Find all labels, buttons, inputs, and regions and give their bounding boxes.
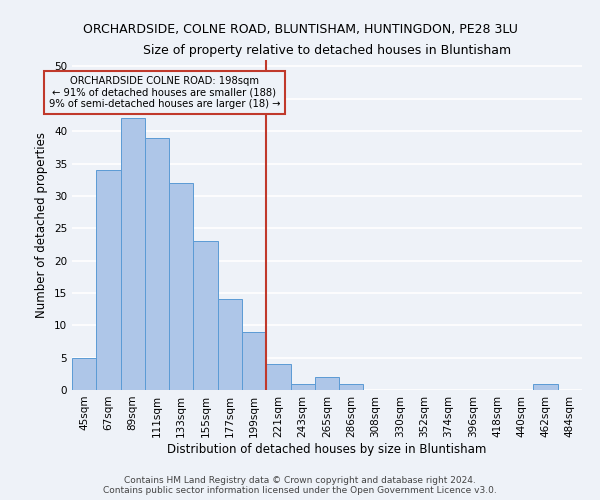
Bar (169, 183, 193, 390)
Bar (242, 332, 266, 390)
X-axis label: Distribution of detached houses by size in Bluntisham: Distribution of detached houses by size … (167, 442, 487, 456)
Bar (145, 138, 169, 390)
Bar (218, 300, 242, 390)
Bar (290, 384, 315, 390)
Bar (315, 377, 339, 390)
Title: Size of property relative to detached houses in Bluntisham: Size of property relative to detached ho… (143, 44, 511, 58)
Bar (121, 118, 145, 390)
Text: Contains HM Land Registry data © Crown copyright and database right 2024.
Contai: Contains HM Land Registry data © Crown c… (103, 476, 497, 495)
Text: ORCHARDSIDE COLNE ROAD: 198sqm
← 91% of detached houses are smaller (188)
9% of : ORCHARDSIDE COLNE ROAD: 198sqm ← 91% of … (49, 76, 280, 110)
Bar (266, 364, 290, 390)
Bar (339, 384, 364, 390)
Bar (96, 170, 121, 390)
Bar (72, 358, 96, 390)
Y-axis label: Number of detached properties: Number of detached properties (35, 132, 49, 318)
Bar (533, 384, 558, 390)
Text: ORCHARDSIDE, COLNE ROAD, BLUNTISHAM, HUNTINGDON, PE28 3LU: ORCHARDSIDE, COLNE ROAD, BLUNTISHAM, HUN… (83, 22, 517, 36)
Bar (193, 241, 218, 390)
